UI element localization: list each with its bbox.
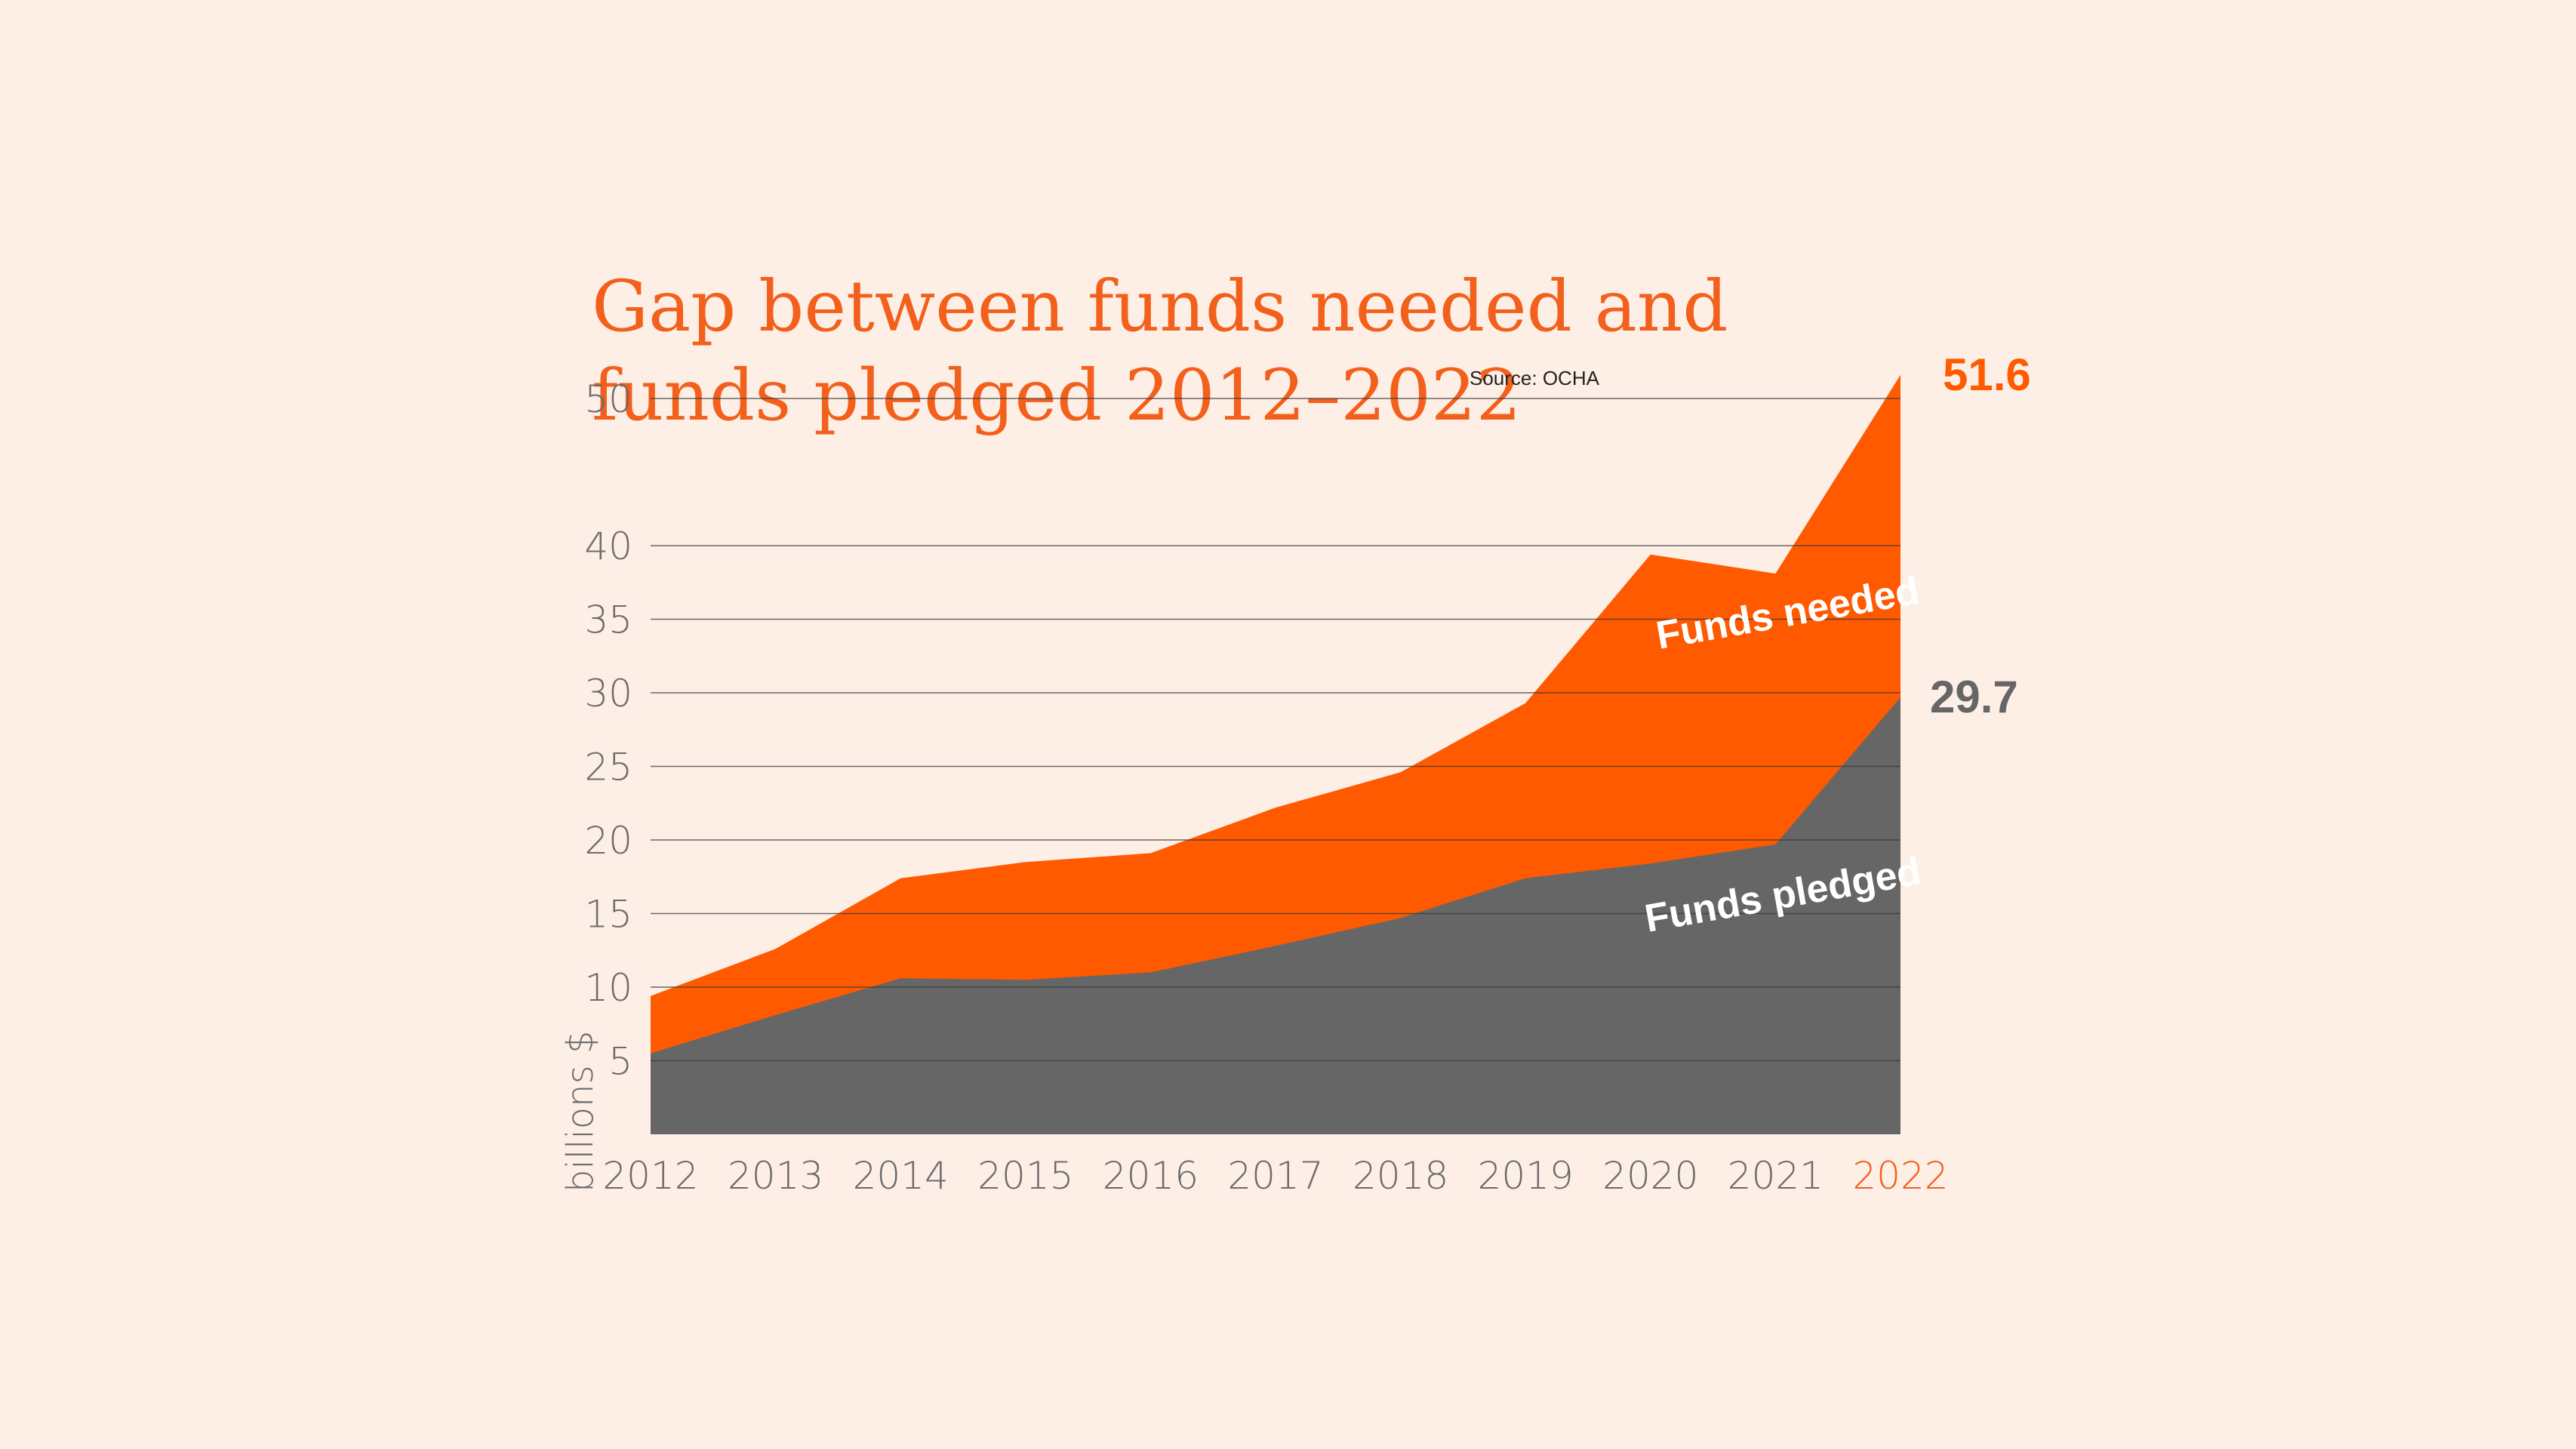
x-tick-label-2020: 2020 — [1602, 1154, 1698, 1198]
y-tick-label-35: 35 — [584, 598, 632, 642]
end-value-funds-pledged: 29.7 — [1930, 672, 2018, 722]
source-note: Source: OCHA — [1470, 367, 1600, 389]
y-tick-label-5: 5 — [608, 1040, 632, 1084]
y-tick-label-20: 20 — [584, 819, 632, 863]
chart-title-line-1: Gap between funds needed and — [592, 266, 1728, 348]
x-tick-label-2015: 2015 — [977, 1154, 1073, 1198]
x-tick-label-2013: 2013 — [728, 1154, 823, 1198]
x-tick-label-2019: 2019 — [1478, 1154, 1574, 1198]
y-tick-label-30: 30 — [584, 672, 632, 715]
y-tick-label-15: 15 — [584, 893, 632, 937]
y-tick-label-50: 50 — [584, 377, 632, 421]
y-tick-label-25: 25 — [584, 746, 632, 789]
end-value-funds-needed: 51.6 — [1943, 349, 2031, 400]
x-tick-label-2017: 2017 — [1227, 1154, 1323, 1198]
chart-title-line-2: funds pledged 2012–2022 — [592, 355, 1522, 437]
y-axis-label: billions $ — [559, 1031, 602, 1192]
funds-pledged-area — [651, 697, 1900, 1134]
x-tick-label-2018: 2018 — [1353, 1154, 1448, 1198]
y-tick-label-10: 10 — [584, 966, 632, 1010]
x-tick-label-2012: 2012 — [602, 1154, 698, 1198]
x-tick-label-2021: 2021 — [1728, 1154, 1824, 1198]
y-tick-label-40: 40 — [584, 525, 632, 568]
x-tick-label-2014: 2014 — [853, 1154, 949, 1198]
x-tick-label-2022: 2022 — [1852, 1154, 1948, 1198]
x-tick-label-2016: 2016 — [1103, 1154, 1199, 1198]
